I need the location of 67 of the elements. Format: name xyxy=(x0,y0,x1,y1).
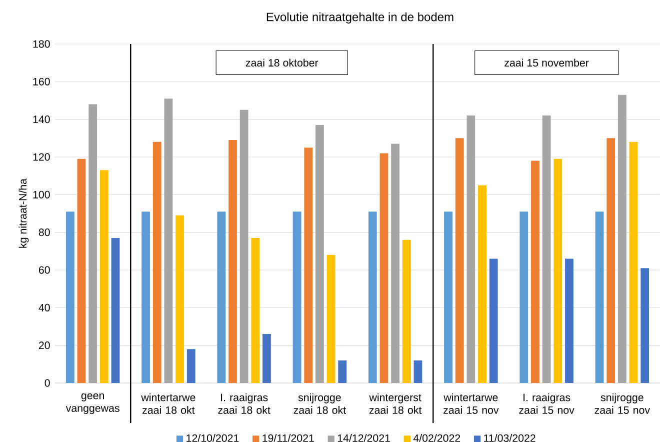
bar xyxy=(338,360,347,383)
y-tick-label: 0 xyxy=(44,379,50,387)
bar xyxy=(66,212,74,383)
bar xyxy=(262,334,271,383)
bar xyxy=(640,268,650,383)
x-tick-label: wintertarwe zaai 18 okt xyxy=(141,393,196,414)
y-tick-label: 60 xyxy=(38,266,50,274)
x-tick-label: wintertarwe zaai 15 nov xyxy=(444,393,499,414)
bar xyxy=(326,254,336,383)
x-tick-label: I. raaigras zaai 15 nov xyxy=(519,393,574,414)
bar xyxy=(88,104,98,383)
bar xyxy=(455,138,464,383)
bar xyxy=(489,258,498,383)
bar xyxy=(186,349,196,383)
bar xyxy=(100,170,108,383)
bar xyxy=(618,94,626,383)
bar xyxy=(315,124,324,383)
y-tick-label: 100 xyxy=(33,190,50,198)
y-tick-label: 40 xyxy=(38,304,50,312)
bar xyxy=(595,212,604,383)
bar xyxy=(520,212,528,383)
y-tick-label: 120 xyxy=(33,153,50,161)
bar xyxy=(554,158,562,383)
bar xyxy=(111,238,120,383)
bar xyxy=(629,142,638,383)
bar xyxy=(240,110,248,383)
y-tick-label: 80 xyxy=(38,228,50,236)
bar xyxy=(542,116,551,383)
legend-label: 14/12/2021 xyxy=(338,434,390,442)
bar xyxy=(292,212,302,383)
legend-label: 11/03/2022 xyxy=(484,434,536,442)
x-tick-label: wintergerst zaai 18 okt xyxy=(369,393,422,414)
bar xyxy=(391,144,400,383)
bar xyxy=(228,140,237,383)
legend-label: 4/02/2022 xyxy=(413,434,460,442)
y-axis-title: kg nitraat-N/ha xyxy=(18,178,29,248)
bar xyxy=(152,142,162,383)
legend-label: 19/11/2021 xyxy=(262,434,314,442)
bar xyxy=(606,138,616,383)
y-tick-label: 20 xyxy=(38,342,50,350)
bar xyxy=(77,158,86,383)
bar xyxy=(164,98,173,383)
annotation: zaai 15 november xyxy=(504,58,589,67)
legend-label: 12/10/2021 xyxy=(186,434,239,442)
bar xyxy=(251,238,260,383)
bar xyxy=(380,153,388,383)
bar xyxy=(402,240,411,383)
bar xyxy=(444,212,452,383)
annotation: zaai 18 oktober xyxy=(246,58,318,67)
x-tick-label: geen vanggewas xyxy=(66,393,120,414)
chart-title: Evolutie nitraatgehalte in de bodem xyxy=(266,12,454,24)
y-tick-label: 160 xyxy=(33,78,50,86)
bar xyxy=(142,212,150,383)
bar xyxy=(217,212,226,383)
bar xyxy=(368,212,377,383)
x-tick-label: snijrogge zaai 18 okt xyxy=(294,393,346,414)
bar xyxy=(304,148,313,383)
bar xyxy=(478,185,486,383)
bar xyxy=(565,258,574,383)
bar xyxy=(531,160,540,383)
y-tick-label: 140 xyxy=(33,116,50,124)
bar xyxy=(466,116,476,383)
bar xyxy=(176,215,184,383)
x-tick-label: I. raaigras zaai 18 okt xyxy=(218,393,270,414)
y-tick-label: 180 xyxy=(33,40,50,48)
x-tick-label: snijrogge zaai 15 nov xyxy=(594,393,650,414)
bar xyxy=(414,360,422,383)
